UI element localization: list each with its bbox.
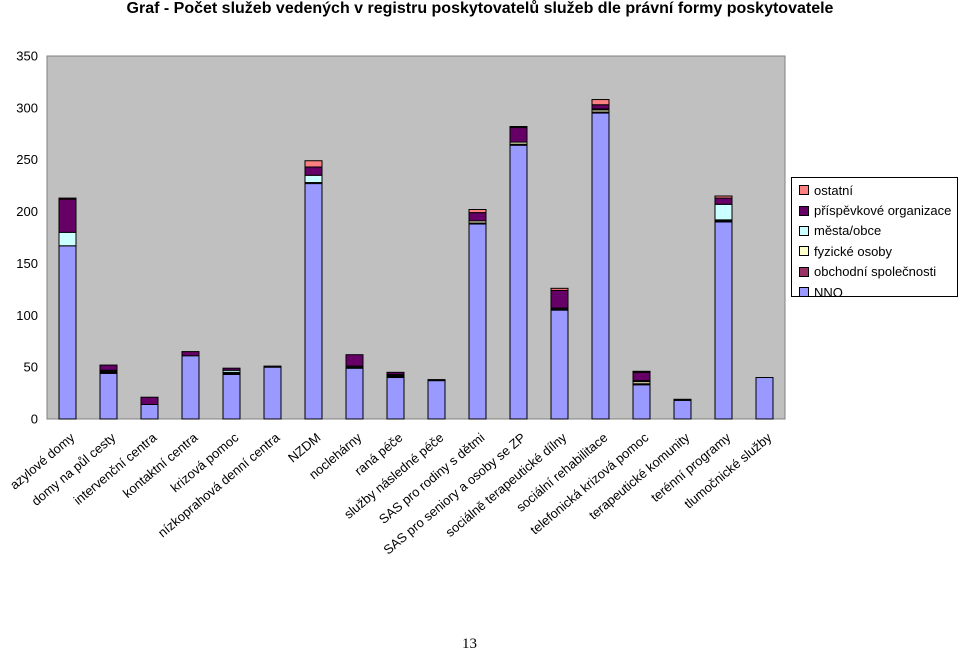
legend-swatch <box>799 266 809 277</box>
bar-segment-nno <box>99 372 118 420</box>
legend-swatch <box>799 185 809 196</box>
page-number: 13 <box>462 636 477 652</box>
bar-segment-p-sp-vkov-organizace <box>509 127 528 143</box>
legend-item: obchodní společnosti <box>792 262 957 282</box>
bar-segment-nno <box>181 355 200 420</box>
bar-segment-p-sp-vkov-organizace <box>140 396 159 405</box>
legend-item: ostatní <box>792 180 957 200</box>
bar-segment-p-sp-vkov-organizace <box>99 364 118 371</box>
y-tick-label: 300 <box>16 100 38 115</box>
bar-segment-ostatn- <box>509 126 528 129</box>
bar-segment-p-sp-vkov-organizace <box>632 371 651 382</box>
y-tick-label: 200 <box>16 204 38 219</box>
bar-segment-ostatn- <box>263 365 282 368</box>
legend-label: NNO <box>814 284 843 300</box>
legend-label: příspěvkové organizace <box>814 203 952 219</box>
legend-swatch <box>799 225 809 236</box>
bar-segment-p-sp-vkov-organizace <box>427 379 446 382</box>
bar-segment-m-sta-obce <box>714 203 733 221</box>
bar-segment-p-sp-vkov-organizace <box>468 212 487 222</box>
bar-segment-nno <box>263 366 282 420</box>
legend: ostatní příspěvkové organizace města/obce f… <box>791 177 958 300</box>
bar-segment-nno <box>140 403 159 420</box>
legend-swatch <box>799 246 809 257</box>
y-tick-label: 350 <box>16 49 38 64</box>
bar-segment-ostatn- <box>58 197 77 200</box>
bar-segment-nno <box>304 183 323 420</box>
bar-segment-nno <box>58 245 77 420</box>
legend-item: NNO <box>792 282 957 302</box>
bar-segment-nno <box>386 377 405 420</box>
legend-label: města/obce <box>814 223 882 239</box>
bar-segment-m-sta-obce <box>58 231 77 247</box>
chart-title: Graf - Počet služeb vedených v registru … <box>126 0 834 17</box>
legend-swatch <box>799 205 809 216</box>
bar-segment-ostatn- <box>304 160 323 168</box>
y-tick-label: 250 <box>16 152 38 167</box>
legend-swatch <box>799 287 809 298</box>
bar-segment-p-sp-vkov-organizace <box>386 371 405 375</box>
legend-label: obchodní společnosti <box>814 264 937 280</box>
bar-segment-ostatn- <box>632 370 651 373</box>
bar-segment-p-sp-vkov-organizace <box>591 104 610 110</box>
bar-segment-p-sp-vkov-organizace <box>345 354 364 367</box>
bar-segment-ostatn- <box>714 195 733 199</box>
bar-segment-p-sp-vkov-organizace <box>304 166 323 176</box>
legend-label: fyzické osoby <box>814 243 893 259</box>
legend-label: ostatní <box>814 182 854 198</box>
bar-segment-nno <box>714 221 733 420</box>
y-tick-label: 0 <box>31 412 38 427</box>
y-tick-label: 100 <box>16 308 38 323</box>
legend-item: příspěvkové organizace <box>792 200 957 220</box>
bar-segment-p-sp-vkov-organizace <box>714 197 733 205</box>
y-tick-label: 150 <box>16 256 38 271</box>
bar-segment-ostatn- <box>468 208 487 214</box>
bar-segment-m-sta-obce <box>304 174 323 184</box>
bar-segment-nno <box>673 399 692 420</box>
bar-segment-nno <box>345 367 364 420</box>
bar-segment-nno <box>550 309 569 420</box>
bar-segment-ostatn- <box>550 287 569 291</box>
bar-segment-p-sp-vkov-organizace <box>550 289 569 309</box>
legend-item: fyzické osoby <box>792 241 957 261</box>
bar-segment-p-sp-vkov-organizace <box>58 198 77 233</box>
bar-segment-p-sp-vkov-organizace <box>673 398 692 401</box>
plot-area <box>46 55 786 420</box>
bar-segment-nno <box>591 112 610 420</box>
bar-segment-p-sp-vkov-organizace <box>181 351 200 357</box>
bar-segment-p-sp-vkov-organizace <box>222 367 241 371</box>
y-tick-label: 50 <box>24 360 38 375</box>
bar-segment-nno <box>427 380 446 420</box>
bar-segment-nno <box>222 373 241 420</box>
bar-segment-nno <box>509 144 528 420</box>
bar-segment-nno <box>632 384 651 420</box>
bar-segment-nno <box>755 377 774 420</box>
legend-item: města/obce <box>792 221 957 241</box>
bar-segment-nno <box>468 223 487 420</box>
bar-segment-ostatn- <box>591 99 610 106</box>
